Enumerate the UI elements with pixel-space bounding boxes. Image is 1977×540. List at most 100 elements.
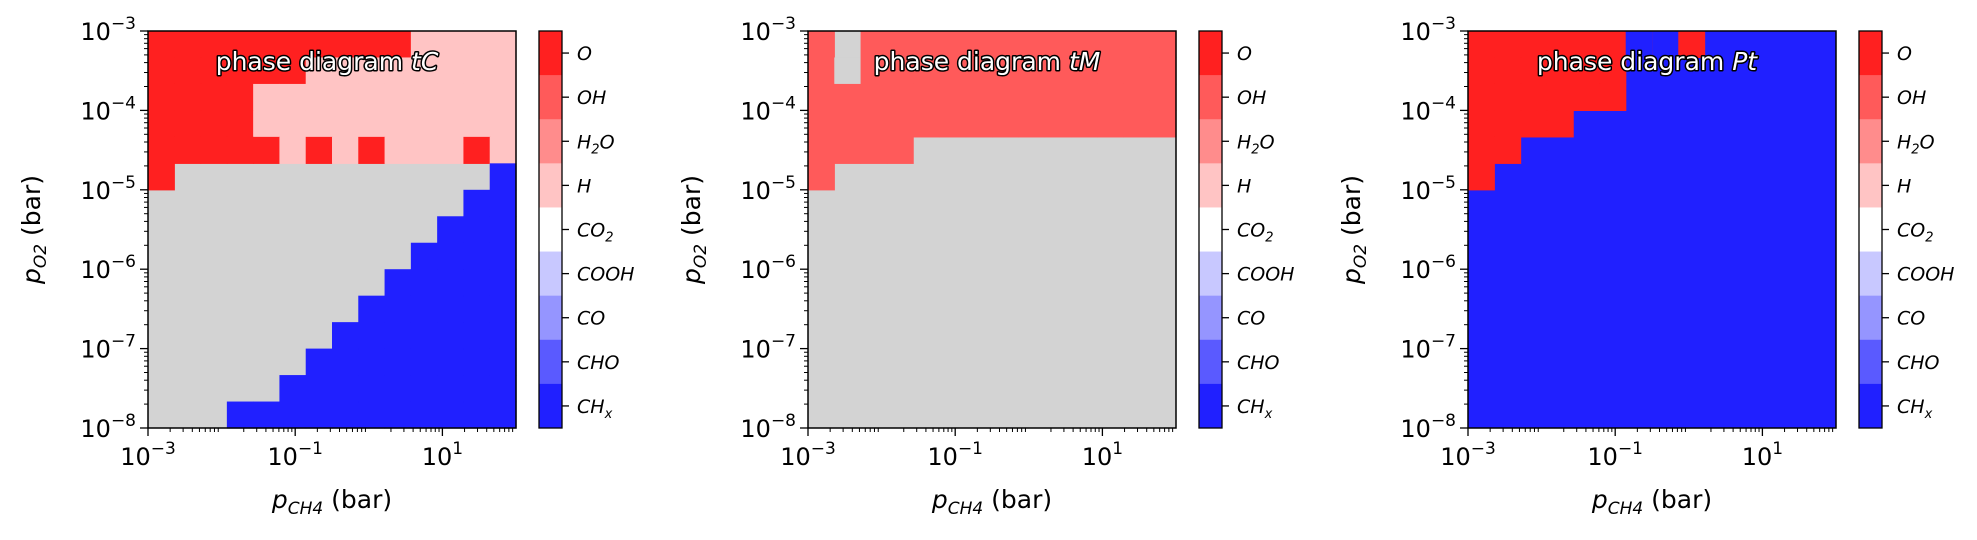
chx-cell-r10-c13 — [489, 295, 517, 323]
cell-r4-c6 — [305, 136, 333, 164]
colorbar-label: O — [1237, 43, 1252, 65]
chx-cell-r13-c10 — [410, 375, 438, 403]
cell-r0-c7 — [332, 31, 359, 59]
chx-cell-r0-c6 — [1625, 31, 1653, 59]
x-tick-label: 101 — [422, 439, 463, 471]
cell-r0-c0 — [148, 31, 175, 59]
cell-r4-c8 — [358, 136, 386, 164]
cell-r4-c1 — [834, 136, 862, 164]
colorbar-swatch — [1199, 383, 1222, 429]
o-cell-r1-c3 — [1546, 57, 1574, 85]
colorbar-label: CHO — [577, 352, 620, 374]
cell-r4-c3 — [886, 136, 914, 164]
chx-cell-r14-c6 — [305, 401, 333, 429]
chx-cell-r10-c11 — [437, 295, 465, 323]
cell-r2-c4 — [253, 83, 281, 111]
cell-r2-c0 — [148, 83, 175, 111]
cell-r3-c0 — [148, 110, 175, 138]
cell-r0-c1 — [174, 31, 202, 59]
y-axis-label: pO2 (bar) — [17, 175, 51, 285]
colorbar-swatch — [1859, 119, 1882, 164]
panel-title: phase diagram tC — [216, 47, 439, 76]
chx-cell-r10-c8 — [358, 295, 386, 323]
cell-r4-c0 — [148, 136, 175, 164]
cell-r4-c2 — [200, 136, 228, 164]
chx-cell-r9-c11 — [437, 269, 465, 297]
y-tick-label: 10−6 — [740, 252, 796, 284]
cell-r3-c3 — [226, 110, 254, 138]
cell-r4-c12 — [463, 136, 491, 164]
colorbar-label: CHx — [1897, 396, 1933, 422]
cell-r3-c9 — [384, 110, 412, 138]
cell-r0-c9 — [1044, 31, 1072, 59]
cell-r2-c9 — [1044, 83, 1072, 111]
cell-r0-c6 — [965, 31, 993, 59]
o-cell-r2-c0 — [1468, 83, 1495, 111]
chx-cell-r13-c5 — [279, 375, 307, 403]
y-tick-label: 10−8 — [80, 411, 136, 443]
chx-cell-r14-c10 — [410, 401, 438, 429]
chx-cell-r14-c9 — [384, 401, 412, 429]
cell-r3-c7 — [332, 110, 359, 138]
cell-r5-c0 — [148, 163, 175, 191]
cell-r1-c11 — [437, 57, 465, 85]
colorbar-swatch — [1199, 207, 1222, 253]
chx-cell-r9-c12 — [463, 269, 491, 297]
cell-r1-c2 — [860, 57, 888, 85]
y-tick-label: 10−7 — [80, 332, 136, 364]
colorbar-label: H2O — [1897, 131, 1935, 157]
chx-cell-r12-c9 — [384, 348, 412, 376]
x-tick-label: 10−1 — [267, 439, 323, 471]
x-tick-label: 10−3 — [780, 439, 836, 471]
cell-r3-c2 — [860, 110, 888, 138]
y-tick-label: 10−4 — [740, 93, 796, 125]
cell-r1-c4 — [253, 57, 281, 85]
o-cell-r4-c1 — [1494, 136, 1522, 164]
y-tick-label: 10−5 — [740, 173, 796, 205]
x-axis-label: pCH4 (bar) — [271, 485, 392, 519]
o-cell-r3-c2 — [1520, 110, 1548, 138]
chx-cell-r12-c6 — [305, 348, 333, 376]
cell-r2-c13 — [1149, 83, 1177, 111]
chx-cell-r10-c12 — [463, 295, 491, 323]
cell-r4-c10 — [410, 136, 438, 164]
y-tick-label: 10−8 — [1400, 411, 1456, 443]
colorbar-swatch — [1199, 119, 1222, 164]
cell-r0-c4 — [913, 31, 941, 59]
chx-cell-r12-c7 — [332, 348, 359, 376]
cell-r0-c10 — [410, 31, 438, 59]
cell-r1-c10 — [410, 57, 438, 85]
cell-r2-c2 — [860, 83, 888, 111]
cell-r3-c8 — [1018, 110, 1046, 138]
cell-r4-c11 — [437, 136, 465, 164]
cell-r3-c6 — [965, 110, 993, 138]
chx-cell-r14-c3 — [226, 401, 254, 429]
cell-r3-c11 — [437, 110, 465, 138]
cell-r0-c11 — [1097, 31, 1125, 59]
cell-r3-c7 — [992, 110, 1019, 138]
colorbar-label: COOH — [1897, 264, 1954, 286]
o-cell-r1-c5 — [1599, 57, 1627, 85]
colorbar-swatch — [1199, 251, 1222, 297]
y-tick-label: 10−8 — [740, 411, 796, 443]
cell-r2-c5 — [279, 83, 307, 111]
chx-cell-r12-c13 — [489, 348, 517, 376]
cell-r1-c6 — [965, 57, 993, 85]
cell-r2-c0 — [808, 83, 835, 111]
colorbar-swatch — [1199, 75, 1222, 120]
cell-r0-c10 — [1070, 31, 1098, 59]
y-tick-label: 10−3 — [80, 14, 136, 46]
cell-r0-c12 — [1123, 31, 1151, 59]
o-cell-r1-c0 — [1468, 57, 1495, 85]
chx-cell-r5-c13 — [489, 163, 517, 191]
cell-r1-c8 — [1018, 57, 1046, 85]
chx-cell-r13-c13 — [489, 375, 517, 403]
cell-r0-c0-oh — [808, 31, 835, 59]
o-cell-r1-c1 — [1494, 57, 1522, 85]
cell-r3-c1 — [834, 110, 862, 138]
chx-cell-r10-c10 — [410, 295, 438, 323]
chx-cell-r11-c8 — [358, 322, 386, 350]
colorbar-swatch — [1859, 207, 1882, 253]
cell-r4-c9 — [384, 136, 412, 164]
y-tick-label: 10−5 — [1400, 173, 1456, 205]
